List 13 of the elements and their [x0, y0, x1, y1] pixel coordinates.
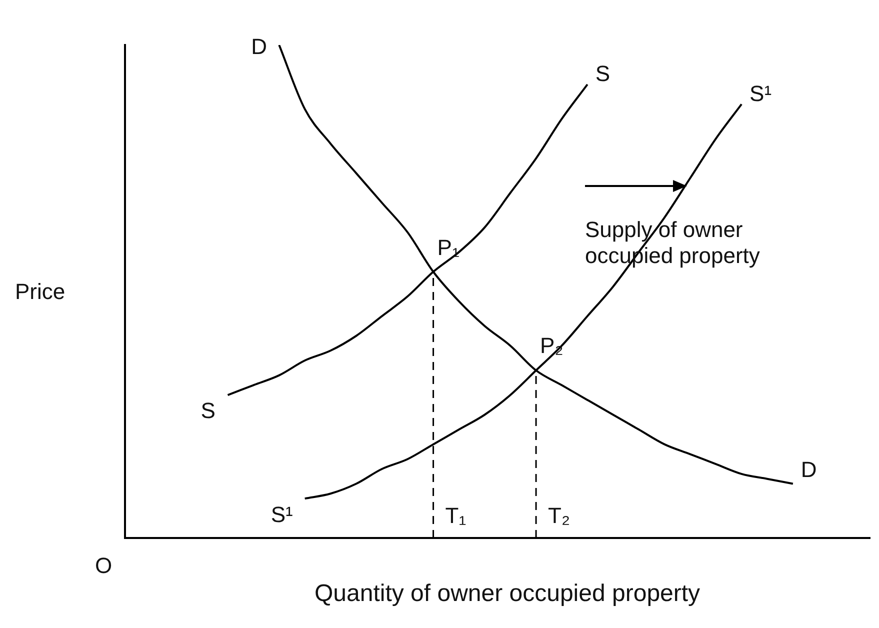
series-label: D	[800, 456, 817, 484]
text: D	[251, 34, 268, 59]
y-axis-title: Price	[15, 278, 66, 305]
annotation: T₂	[548, 503, 570, 530]
annotation: P₁	[437, 234, 460, 262]
series-label: S¹	[750, 81, 772, 108]
series-label: S	[595, 61, 610, 88]
text: O	[95, 553, 112, 580]
text: S	[200, 398, 216, 424]
annotation: T₁	[445, 503, 466, 530]
x-axis-title: Quantity of owner occupied property	[314, 580, 700, 608]
text: S¹	[270, 502, 293, 527]
annotation: P₂	[540, 333, 564, 360]
